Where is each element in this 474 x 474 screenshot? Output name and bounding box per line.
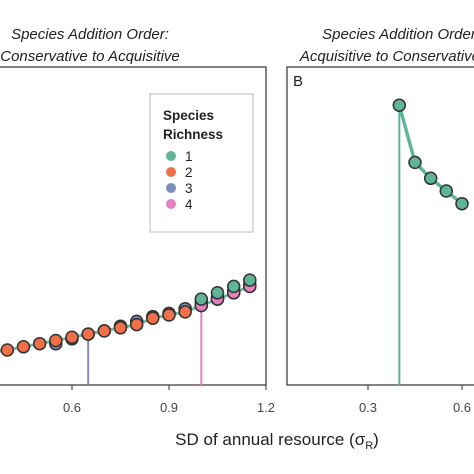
point-b-richness-1-1 xyxy=(408,155,422,170)
x-axis-label: SD of annual resource (σR) xyxy=(175,430,379,452)
panel-a-ticks: 0.6 0.9 1.2 xyxy=(63,385,275,415)
legend-swatch-2 xyxy=(166,167,176,177)
x-tick-label-a-2: 1.2 xyxy=(257,400,275,415)
point-a-richness-2-11 xyxy=(146,311,160,325)
legend-label-3: 3 xyxy=(185,181,193,196)
point-a-richness-2-10 xyxy=(129,317,144,332)
legend-label-4: 4 xyxy=(185,197,193,212)
panel-b-title-line2: Acquisitive to Conservative xyxy=(299,48,474,65)
legend-box xyxy=(149,93,254,233)
legend-swatch-4 xyxy=(166,199,176,209)
panel-a-title-line1: Species Addition Order: xyxy=(11,26,169,43)
point-a-richness-1-3 xyxy=(243,273,257,287)
point-a-richness-2-3 xyxy=(16,340,31,354)
point-a-richness-2-7 xyxy=(81,327,95,341)
point-a-richness-2-12 xyxy=(162,308,176,322)
x-tick-label-b-0: 0.3 xyxy=(359,400,377,415)
panel-a: Species Addition Order: Conservative to … xyxy=(0,26,275,415)
point-a-richness-2-5 xyxy=(49,333,63,348)
panel-b-marks xyxy=(392,98,469,385)
point-a-richness-2-2 xyxy=(0,343,15,357)
x-tick-label-a-0: 0.6 xyxy=(63,400,81,415)
panel-a-title-line2: Conservative to Acquisitive xyxy=(0,48,180,65)
point-a-richness-2-8 xyxy=(97,324,112,338)
point-b-richness-1-4 xyxy=(455,196,469,211)
legend-title-line1: Species xyxy=(163,108,214,123)
point-a-richness-2-4 xyxy=(32,336,47,351)
panel-b-frame xyxy=(286,66,474,386)
legend-title-line2: Richness xyxy=(163,127,223,142)
point-a-richness-1-2 xyxy=(226,279,241,294)
point-b-richness-1-0 xyxy=(392,98,407,112)
point-a-richness-2-9 xyxy=(113,321,128,335)
point-a-richness-2-13 xyxy=(178,305,192,319)
point-a-richness-1-1 xyxy=(210,286,225,300)
panel-b-title-line1: Species Addition Order: xyxy=(322,26,474,43)
legend-label-2: 2 xyxy=(185,165,193,180)
legend-swatch-1 xyxy=(166,151,176,161)
x-axis-label-end: ) xyxy=(373,430,379,449)
panel-a-frame xyxy=(0,66,267,386)
point-b-richness-1-3 xyxy=(439,184,454,198)
panel-b: Species Addition Order: Acquisitive to C… xyxy=(286,26,474,415)
point-b-richness-1-2 xyxy=(423,171,438,186)
point-a-richness-2-6 xyxy=(65,330,79,345)
point-a-richness-1-0 xyxy=(194,292,209,306)
panel-a-marks xyxy=(0,273,257,385)
panel-b-ticks: 0.3 0.6 xyxy=(359,385,471,415)
x-axis-label-text: SD of annual resource (σ xyxy=(175,430,366,449)
panel-b-label: B xyxy=(293,73,303,90)
x-tick-label-a-1: 0.9 xyxy=(160,400,178,415)
x-tick-label-b-1: 0.6 xyxy=(453,400,471,415)
x-axis-label-sub: R xyxy=(365,440,373,452)
legend-swatch-3 xyxy=(166,183,176,193)
legend-label-1: 1 xyxy=(185,149,193,164)
